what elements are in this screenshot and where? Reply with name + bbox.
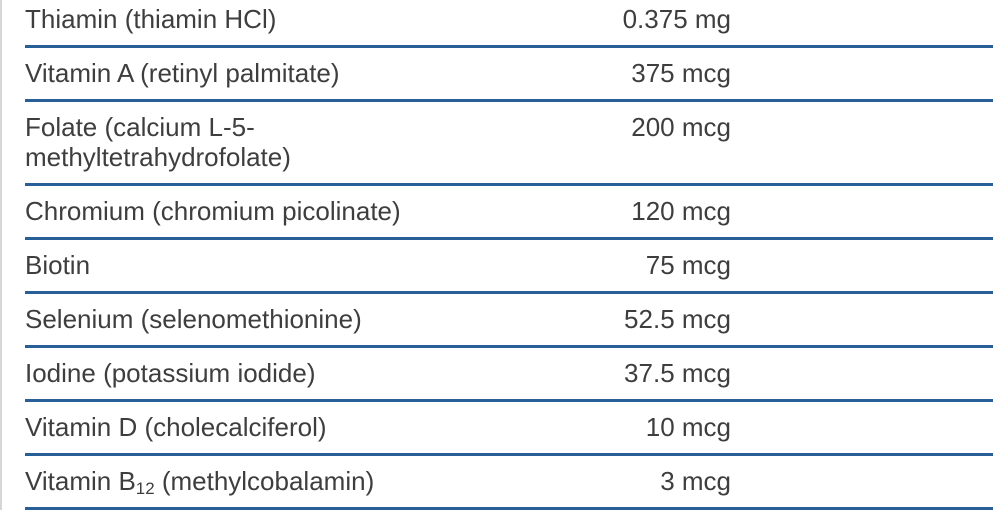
amount-value-cell: 0.375 mg [465,0,731,47]
ingredient-name-suffix: (methylcobalamin) [154,466,375,496]
amount-value-cell: 52.5 mcg [465,293,731,347]
ingredient-name: Iodine (potassium iodide) [25,358,316,388]
supplement-facts-section: Thiamin (thiamin HCl) 0.375 mg Vitamin A… [25,0,993,510]
spacer-cell [731,47,993,101]
ingredient-name: Biotin [25,250,91,280]
ingredient-name-cell: Selenium (selenomethionine) [25,293,465,347]
left-edge-border [0,0,2,510]
amount-value: 120 mcg [631,196,731,226]
ingredient-name: Folate (calcium L-5-methyltetrahydrofola… [25,112,291,172]
amount-value: 0.375 mg [622,4,731,34]
table-row: Vitamin B12 (methylcobalamin) 3 mcg [25,455,993,509]
spacer-cell [731,101,993,185]
ingredient-name-cell: Folate (calcium L-5-methyltetrahydrofola… [25,101,465,185]
spacer-cell [731,293,993,347]
amount-value: 3 mcg [660,466,731,496]
amount-value-cell: 3 mcg [465,455,731,509]
amount-value: 52.5 mcg [624,304,731,334]
ingredient-name: Vitamin A (retinyl palmitate) [25,58,340,88]
amount-value: 37.5 mcg [624,358,731,388]
ingredient-name-cell: Vitamin D (cholecalciferol) [25,401,465,455]
ingredient-name-cell: Vitamin A (retinyl palmitate) [25,47,465,101]
amount-value: 375 mcg [631,58,731,88]
spacer-cell [731,347,993,401]
ingredient-name: Chromium (chromium picolinate) [25,196,401,226]
table-row: Vitamin D (cholecalciferol) 10 mcg [25,401,993,455]
spacer-cell [731,455,993,509]
ingredient-name-prefix: Vitamin B [25,466,136,496]
ingredient-name-cell: Thiamin (thiamin HCl) [25,0,465,47]
amount-value-cell: 10 mcg [465,401,731,455]
amount-value-cell: 75 mcg [465,239,731,293]
table-row: Biotin 75 mcg [25,239,993,293]
amount-value-cell: 120 mcg [465,185,731,239]
spacer-cell [731,0,993,47]
spacer-cell [731,401,993,455]
ingredient-name-cell: Chromium (chromium picolinate) [25,185,465,239]
ingredient-name-cell: Biotin [25,239,465,293]
amount-value: 10 mcg [645,412,731,442]
amount-value: 200 mcg [631,112,731,142]
ingredient-name: Thiamin (thiamin HCl) [25,4,277,34]
table-row: Iodine (potassium iodide) 37.5 mcg [25,347,993,401]
spacer-cell [731,239,993,293]
spacer-cell [731,185,993,239]
supplement-facts-table: Thiamin (thiamin HCl) 0.375 mg Vitamin A… [25,0,993,510]
amount-value-cell: 37.5 mcg [465,347,731,401]
amount-value: 75 mcg [645,250,731,280]
ingredient-name-cell: Vitamin B12 (methylcobalamin) [25,455,465,509]
ingredient-name-cell: Iodine (potassium iodide) [25,347,465,401]
ingredient-name-subscript: 12 [135,478,155,498]
ingredient-name: Vitamin D (cholecalciferol) [25,412,327,442]
table-row: Thiamin (thiamin HCl) 0.375 mg [25,0,993,47]
ingredient-name: Vitamin B12 (methylcobalamin) [25,466,375,498]
amount-value-cell: 375 mcg [465,47,731,101]
ingredient-name: Selenium (selenomethionine) [25,304,362,334]
table-row: Folate (calcium L-5-methyltetrahydrofola… [25,101,993,185]
amount-value-cell: 200 mcg [465,101,731,185]
table-row: Chromium (chromium picolinate) 120 mcg [25,185,993,239]
table-row: Vitamin A (retinyl palmitate) 375 mcg [25,47,993,101]
table-row: Selenium (selenomethionine) 52.5 mcg [25,293,993,347]
